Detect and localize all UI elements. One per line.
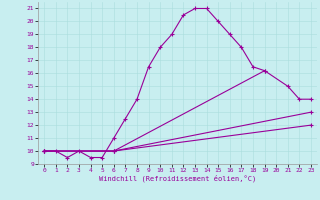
X-axis label: Windchill (Refroidissement éolien,°C): Windchill (Refroidissement éolien,°C) <box>99 175 256 182</box>
